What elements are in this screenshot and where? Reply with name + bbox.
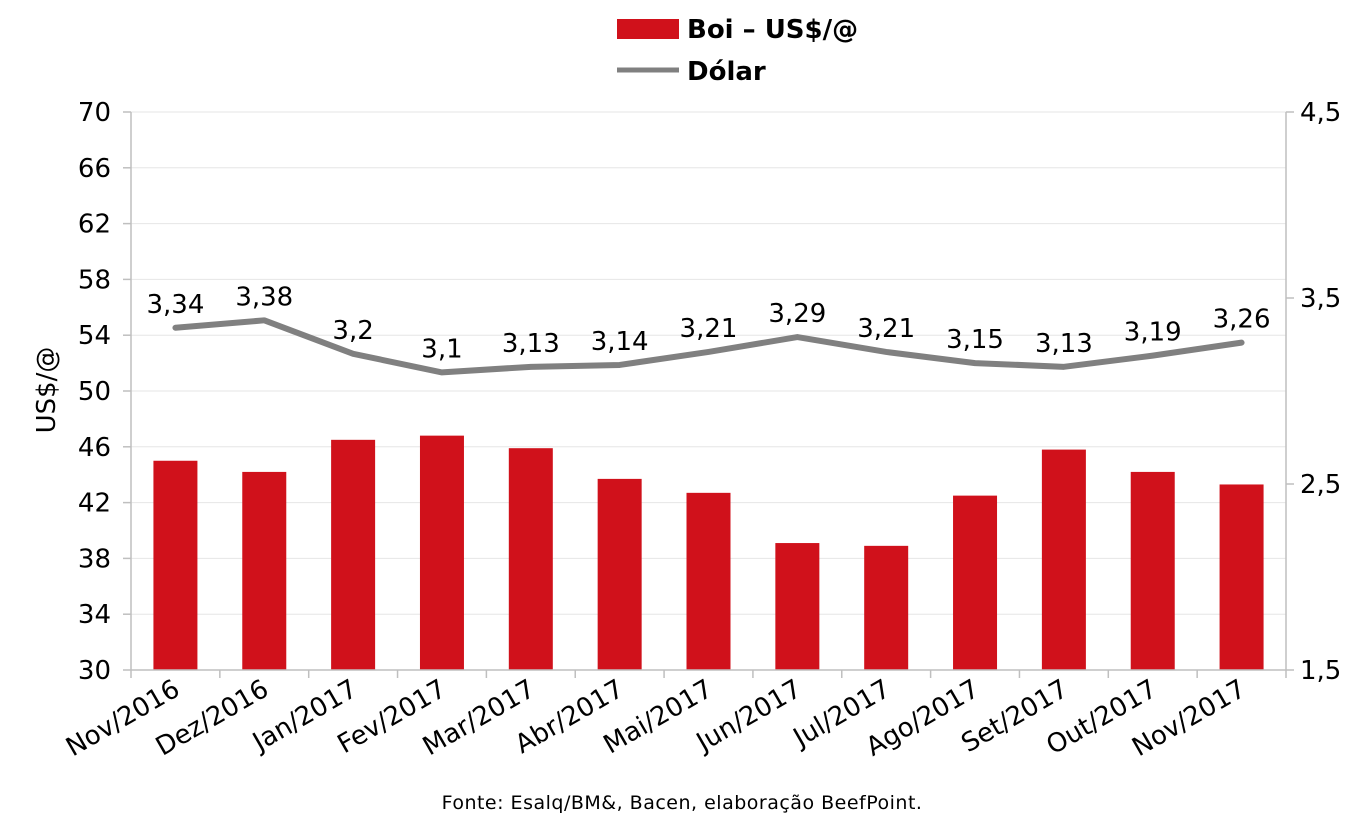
bar — [597, 478, 642, 670]
y-tick-label: 54 — [78, 321, 111, 351]
data-label: 3,21 — [857, 314, 915, 344]
legend: Boi – US$/@ Dólar — [617, 15, 858, 87]
y-tick-label: 50 — [78, 377, 111, 407]
y-tick-label: 58 — [78, 265, 111, 295]
left-axis-ticks: 30 34 38 42 46 50 54 58 62 66 70 — [78, 98, 131, 686]
data-label: 3,1 — [421, 334, 462, 364]
y-tick-label: 66 — [78, 154, 111, 184]
data-label: 3,13 — [502, 329, 560, 359]
right-axis-ticks: 1,5 2,5 3,5 4,5 — [1286, 98, 1341, 686]
bar — [1130, 471, 1175, 670]
y-tick-label: 70 — [78, 98, 111, 128]
data-label: 3,26 — [1213, 305, 1271, 335]
data-label: 3,15 — [946, 325, 1004, 355]
y2-tick-label: 3,5 — [1300, 284, 1341, 314]
legend-swatch-boi — [617, 19, 679, 39]
bar — [775, 543, 820, 670]
data-label: 3,2 — [332, 316, 373, 346]
x-axis-ticks: Nov/2016Dez/2016Jan/2017Fev/2017Mar/2017… — [61, 670, 1287, 763]
y-tick-label: 38 — [78, 544, 111, 574]
y-tick-label: 42 — [78, 489, 111, 519]
bar — [953, 495, 998, 670]
data-label: 3,13 — [1035, 329, 1093, 359]
bar — [508, 448, 553, 670]
bar — [419, 435, 464, 670]
legend-label-dolar: Dólar — [687, 57, 766, 87]
y-tick-label: 34 — [78, 600, 111, 630]
y-tick-label: 30 — [78, 656, 111, 686]
y2-tick-label: 4,5 — [1300, 98, 1341, 128]
line-data-labels: 3,34 3,38 3,2 3,1 3,13 3,14 3,21 3,29 3,21 3,15 3,… — [146, 282, 1270, 364]
data-label: 3,38 — [235, 282, 293, 312]
source-note: Fonte: Esalq/BM&, Bacen, elaboração Beef… — [441, 792, 923, 814]
y-tick-label: 46 — [78, 433, 111, 463]
data-label: 3,19 — [1124, 318, 1182, 348]
line-series-dolar — [172, 317, 1245, 376]
bar — [242, 471, 287, 670]
y-tick-label: 62 — [78, 210, 111, 240]
data-label: 3,14 — [591, 327, 649, 357]
data-label: 3,29 — [768, 299, 826, 329]
bar — [331, 439, 376, 670]
bar-series-boi — [153, 435, 1264, 670]
bar — [864, 545, 909, 670]
y2-tick-label: 2,5 — [1300, 470, 1341, 500]
bar — [1219, 484, 1264, 670]
bar — [686, 492, 731, 670]
data-label: 3,21 — [680, 314, 738, 344]
data-label: 3,34 — [146, 290, 204, 320]
y-axis-label: US$/@ — [32, 347, 62, 434]
legend-label-boi: Boi – US$/@ — [687, 15, 858, 45]
bar — [153, 460, 198, 670]
y2-tick-label: 1,5 — [1300, 656, 1341, 686]
bar — [1041, 449, 1086, 670]
